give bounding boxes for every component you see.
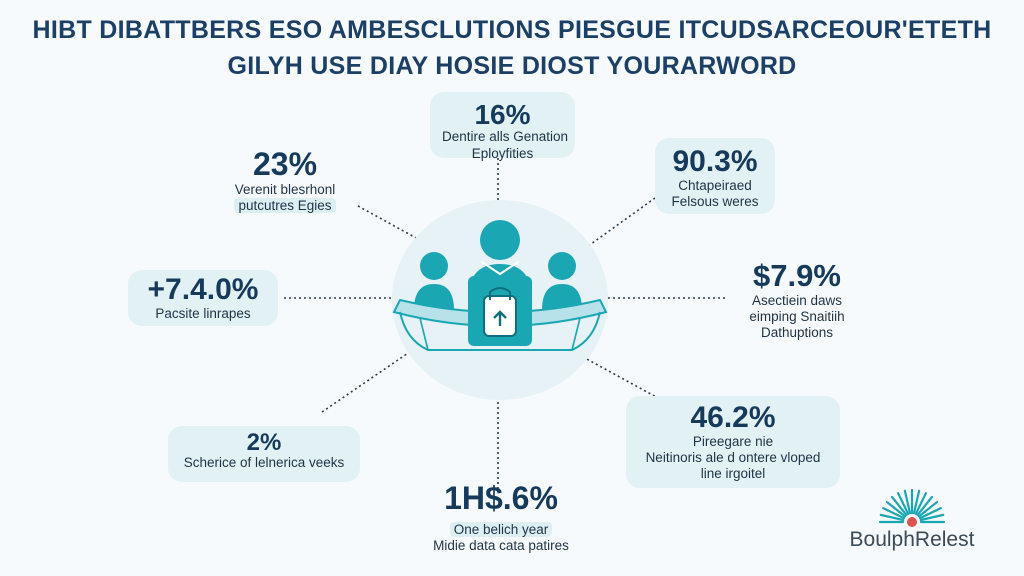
stat-upper-right-label-2: Felsous weres — [671, 193, 759, 209]
fan-ray — [885, 500, 907, 518]
stat-bottom-label-1: One belich year — [424, 521, 578, 538]
title-line-1: HIBT DIBATTBERS ESO AMBESCLUTIONS PIESGU… — [32, 16, 992, 44]
fan-ray — [882, 507, 905, 520]
stat-bottom-label-2: Midie data cata patires — [433, 537, 569, 553]
connector-lower-left — [321, 337, 431, 413]
stat-upper-right-value: 90.3% — [672, 145, 758, 178]
fan-ray — [917, 500, 939, 518]
stat-lower-right-label-3: line irgoitel — [700, 465, 766, 481]
stat-upper-left-label-2: putcutres Egies — [222, 197, 348, 214]
stat-mid-right-label-3: Dathuptions — [760, 324, 834, 340]
title-line-2: GILYH USE DIAY HOSIE DIOST YOURARWORD — [227, 52, 797, 80]
stat-upper-right-label-1: Chtapeiraed — [678, 177, 752, 193]
people-at-table-with-lock-icon — [392, 220, 608, 351]
fan-shell-icon — [878, 488, 946, 527]
stat-upper-left-label-2-text: putcutres Egies — [234, 197, 336, 213]
stat-mid-right-label-2: eimping Snaitiih — [749, 308, 845, 324]
stat-mid-left-label-1: Pacsite linrapes — [155, 305, 251, 321]
stat-top-label-1: Dentire alls Genation — [442, 129, 569, 145]
stat-upper-left-label-1: Verenit blesrhonl — [234, 181, 336, 197]
stat-bottom: 1H$.6% One belich year Midie data cata p… — [418, 478, 584, 562]
stat-bottom-label-1-text: One belich year — [449, 521, 553, 537]
stat-mid-right-label-1: Asectiein daws — [751, 292, 843, 308]
fan-ray — [903, 489, 912, 515]
fan-ray — [919, 513, 945, 522]
stat-upper-left-value: 23% — [252, 146, 318, 182]
fan-ray — [912, 489, 921, 515]
fan-ray — [919, 507, 942, 520]
brand-logo-text: BoulphRelest — [849, 528, 975, 551]
stat-top-value: 16% — [474, 99, 531, 130]
stat-top: 16% Dentire alls Genation Eployfities — [430, 92, 575, 161]
stat-lower-right-value: 46.2% — [690, 401, 776, 434]
stat-lower-left: 2% Scherice of lelnerica veeks — [168, 426, 360, 482]
fan-ray — [916, 495, 934, 517]
stat-lower-left-value: 2% — [246, 429, 282, 456]
brand-logo: BoulphRelest — [832, 486, 992, 566]
stat-bottom-value: 1H$.6% — [444, 480, 558, 516]
stat-lower-right: 46.2% Pireegare nie Neitinoris ale d ont… — [626, 396, 840, 488]
stat-mid-right: $7.9% Asectiein daws eimping Snaitiih Da… — [727, 256, 867, 342]
stat-lower-right-label-1: Pireegare nie — [692, 433, 774, 449]
fan-ray — [897, 492, 910, 515]
stat-upper-right: 90.3% Chtapeiraed Felsous weres — [655, 138, 775, 214]
stat-upper-left: 23% Verenit blesrhonl putcutres Egies — [210, 140, 360, 214]
stat-top-label-2: Eployfities — [471, 145, 534, 161]
stat-lower-right-label-2: Neitinoris ale d ontere vloped — [645, 449, 821, 465]
stat-mid-left-value: +7.4.0% — [147, 273, 259, 306]
stat-mid-right-value: $7.9% — [753, 258, 841, 293]
fan-ray — [914, 492, 927, 515]
fan-ray — [879, 513, 905, 522]
stat-mid-left: +7.4.0% Pacsite linrapes — [128, 270, 278, 326]
fan-ray — [890, 495, 908, 517]
stat-lower-left-label-1: Scherice of lelnerica veeks — [183, 455, 345, 471]
